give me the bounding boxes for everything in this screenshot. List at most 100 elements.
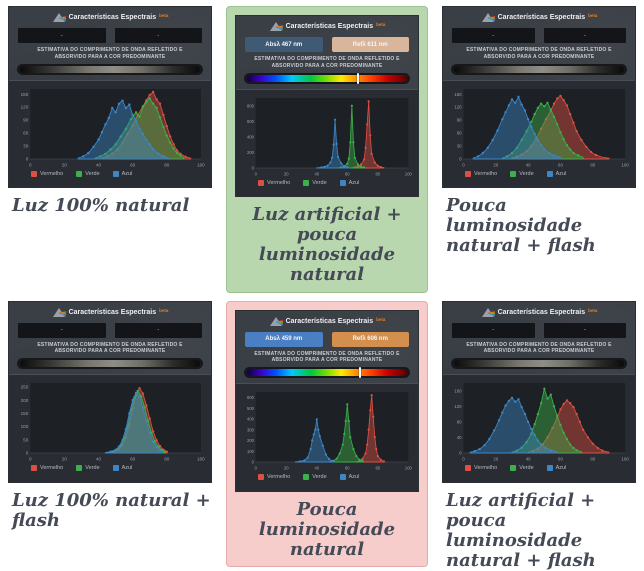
wavelength-marker-icon[interactable] [359, 367, 361, 379]
app-screenshot: Características Espectrais beta Absλ 467… [235, 15, 419, 197]
wavelength-selectors: - - [18, 28, 202, 43]
select-value: - [492, 32, 495, 39]
absorbed-wavelength-button[interactable]: Absλ 459 nm [245, 331, 323, 347]
svg-text:400: 400 [247, 416, 254, 421]
svg-text:60: 60 [130, 162, 136, 167]
estimate-label: ESTIMATIVA DO COMPRIMENTO DE ONDA REFLET… [254, 56, 400, 69]
svg-text:40: 40 [457, 435, 462, 440]
wavelength-selectors: - - [18, 322, 202, 338]
svg-text:200: 200 [21, 398, 29, 403]
legend-label: Verde [312, 474, 327, 481]
estimate-label: ESTIMATIVA DO COMPRIMENTO DE ONDA REFLET… [466, 341, 612, 355]
rgb-histogram-chart: 0 30 60 90 120 150 0 20 40 60 80 100 [454, 88, 629, 167]
reflected-wavelength-button[interactable]: Refλ 606 nm [331, 331, 409, 347]
app-header: Características Espectrais beta [450, 307, 628, 322]
app-title: Características Espectrais [68, 308, 157, 316]
absorbed-wavelength-button[interactable]: Absλ 467 nm [245, 37, 323, 52]
select-value: - [60, 32, 63, 39]
svg-text:40: 40 [314, 465, 319, 470]
reflected-select[interactable]: - [543, 322, 626, 338]
svg-text:100: 100 [21, 424, 29, 429]
legend-label: Vermelho [267, 179, 291, 186]
blue-swatch-icon [112, 170, 119, 177]
red-swatch-icon [465, 170, 471, 177]
absorbed-select[interactable]: - [452, 28, 535, 43]
select-value: - [583, 327, 586, 334]
app-header: Características Espectrais beta [16, 12, 204, 27]
blue-swatch-icon [339, 179, 346, 186]
legend-label: Vermelho [267, 474, 291, 481]
reflected-select[interactable]: - [114, 322, 202, 338]
chart-section: 0 30 60 90 120 150 0 20 40 60 80 100 Vermelho Verde… [9, 79, 211, 187]
beta-badge: beta [159, 13, 169, 18]
legend-label: Azul [555, 170, 567, 177]
absorbed-select[interactable]: - [18, 28, 106, 43]
chart-legend: Vermelho Verde Azul [258, 474, 412, 481]
svg-text:60: 60 [558, 457, 563, 462]
svg-text:80: 80 [376, 171, 381, 176]
blue-swatch-icon [112, 465, 119, 472]
chart-legend: Vermelho Verde Azul [465, 170, 629, 177]
svg-text:160: 160 [454, 388, 462, 393]
absorbed-wavelength-label: Absλ 459 nm [265, 336, 303, 343]
app-screenshot: Características Espectrais beta - - ESTI… [442, 300, 636, 483]
legend-label: Verde [312, 179, 327, 186]
spectrum-bar [244, 367, 410, 379]
estimate-label: ESTIMATIVA DO COMPRIMENTO DE ONDA REFLET… [466, 47, 612, 60]
select-value: - [583, 32, 586, 39]
absorbed-wavelength-label: Absλ 467 nm [265, 41, 303, 48]
legend-label: Azul [348, 474, 360, 481]
wavelength-marker-icon[interactable] [357, 72, 360, 84]
legend-item-azul: Azul [112, 170, 133, 177]
reflected-select[interactable]: - [114, 28, 202, 43]
legend-label: Verde [85, 465, 100, 472]
panel-caption: Luz 100% natural [12, 195, 190, 216]
svg-text:20: 20 [493, 457, 498, 462]
legend-label: Vermelho [40, 465, 64, 472]
legend-item-azul: Azul [546, 170, 567, 177]
svg-text:500: 500 [247, 406, 254, 411]
legend-item-vermelho: Vermelho [258, 179, 291, 186]
legend-label: Azul [555, 465, 567, 472]
legend-item-verde: Verde [510, 465, 534, 472]
panel-caption: Pouca luminosidade natural + flash [446, 195, 596, 257]
wavelength-selectors: - - [452, 28, 626, 43]
reflected-wavelength-button[interactable]: Refλ 611 nm [331, 37, 409, 52]
svg-text:60: 60 [23, 130, 29, 135]
prism-logo-icon [52, 13, 66, 22]
rgb-histogram-chart: 0 100 200 300 400 500 600 0 20 40 60 80 100 [247, 392, 412, 471]
panel-cell: Características Espectrais beta Absλ 467… [226, 6, 428, 293]
svg-text:150: 150 [454, 91, 462, 96]
prism-logo-icon [269, 316, 283, 326]
blue-swatch-icon [546, 170, 553, 177]
svg-text:80: 80 [590, 162, 595, 167]
grayscale-spectrum [20, 360, 200, 368]
svg-text:100: 100 [622, 162, 629, 167]
svg-text:40: 40 [526, 162, 531, 167]
legend-label: Azul [121, 170, 133, 177]
absorbed-select[interactable]: - [452, 322, 535, 338]
chart-legend: Vermelho Verde Azul [465, 465, 629, 472]
svg-text:60: 60 [558, 162, 563, 167]
red-swatch-icon [31, 465, 37, 472]
prism-logo-icon [481, 307, 495, 317]
svg-text:0: 0 [26, 156, 29, 161]
svg-text:80: 80 [164, 457, 170, 462]
app-header: Características Espectrais beta [243, 21, 411, 36]
absorbed-select[interactable]: - [18, 322, 106, 338]
svg-text:20: 20 [493, 162, 498, 167]
svg-text:20: 20 [284, 171, 289, 176]
select-value: - [60, 327, 63, 334]
rainbow-spectrum [247, 72, 407, 84]
svg-text:20: 20 [62, 457, 68, 462]
panel-cell: Características Espectrais beta - - ESTI… [8, 300, 212, 531]
svg-text:30: 30 [23, 143, 29, 148]
svg-text:0: 0 [459, 451, 462, 456]
select-value: - [157, 32, 160, 39]
reflected-select[interactable]: - [543, 28, 626, 43]
red-swatch-icon [465, 465, 471, 472]
blue-swatch-icon [339, 474, 346, 481]
svg-text:0: 0 [26, 451, 29, 456]
svg-text:80: 80 [590, 457, 595, 462]
chart-legend: Vermelho Verde Azul [31, 465, 205, 472]
